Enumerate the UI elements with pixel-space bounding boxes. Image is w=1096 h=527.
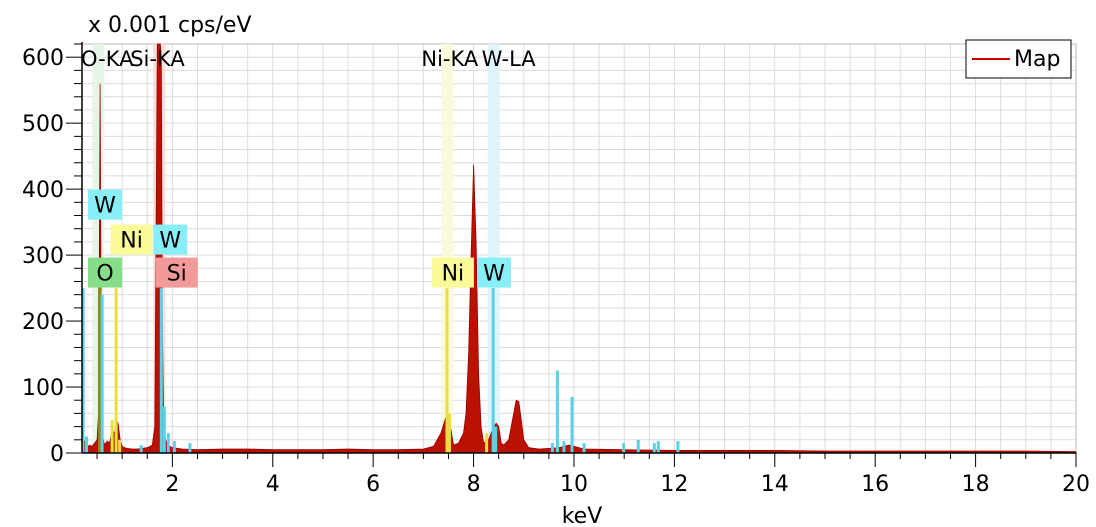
element-tag: O [88, 257, 122, 288]
element-line-bar [188, 443, 192, 453]
element-line-bar [622, 443, 626, 453]
element-tag-text: W [159, 229, 181, 254]
element-tag: W [88, 189, 122, 220]
element-tag-text: W [483, 262, 505, 287]
x-tick-label: 10 [560, 472, 588, 497]
element-line-bar [166, 433, 170, 453]
x-tick-label: 20 [1062, 472, 1090, 497]
element-line-bar [81, 288, 85, 453]
element-line-bar [447, 413, 451, 453]
y-tick-label: 500 [22, 112, 64, 137]
peak-label: Si-KA [130, 47, 185, 71]
y-tick-label: 100 [22, 376, 64, 401]
element-tag: Si [155, 257, 198, 288]
element-tag-text: Ni [120, 229, 143, 254]
element-line-bar [100, 294, 104, 453]
element-line-bar [582, 443, 586, 453]
element-tag-text: O [96, 262, 113, 287]
element-tag: W [153, 224, 188, 255]
element-tag: Ni [110, 224, 153, 255]
element-tag-bg [88, 257, 122, 288]
x-tick-label: 4 [266, 472, 280, 497]
element-line-bar [139, 445, 143, 453]
element-line-bar [676, 441, 680, 453]
element-tag-text: W [94, 194, 116, 219]
element-tag-text: Si [167, 262, 187, 287]
y-tick-label: 300 [22, 244, 64, 269]
element-tag-bg [477, 257, 512, 288]
y-axis-unit-label: x 0.001 cps/eV [88, 13, 252, 38]
axes: 0 100 200 300 400 500 600 2 4 6 8 10 12 14 16 18 20 [22, 42, 1090, 497]
element-line-bar [485, 433, 489, 453]
y-tick-label: 0 [50, 442, 64, 467]
element-line-bar [494, 426, 498, 453]
element-tag: W [477, 257, 512, 288]
spectrum-area-series [81, 43, 1077, 454]
y-tick-label: 400 [22, 178, 64, 203]
element-tag-bg [155, 257, 198, 288]
x-tick-label: 14 [761, 472, 789, 497]
element-tag-bg [110, 224, 153, 255]
element-tag-bg [431, 257, 474, 288]
x-tick-label: 2 [165, 472, 179, 497]
element-line-bar [172, 441, 176, 453]
element-line-bar [562, 441, 566, 453]
element-tags: WNi WO Si Ni W [88, 189, 512, 288]
element-line-bar [85, 436, 89, 453]
x-tick-label: 6 [366, 472, 380, 497]
element-line-bars [81, 284, 680, 453]
element-line-bar [110, 420, 114, 453]
element-line-bar [162, 406, 166, 453]
x-tick-label: 12 [660, 472, 688, 497]
y-tick-label: 200 [22, 310, 64, 335]
element-line-bar [555, 370, 559, 453]
peak-label: O-KA [81, 47, 134, 71]
spectrum-areas [81, 43, 1077, 454]
y-tick-label: 600 [22, 46, 64, 71]
marker-band [487, 44, 500, 453]
element-line-bar [491, 288, 495, 453]
plot-frame [81, 43, 1077, 454]
element-line-bar [98, 284, 102, 453]
element-line-bar [636, 439, 640, 453]
element-line-bar [118, 439, 122, 453]
x-tick-label: 8 [467, 472, 481, 497]
element-tag-bg [88, 189, 122, 220]
element-line-bar [445, 288, 449, 453]
element-tag-bg [153, 224, 188, 255]
element-line-bar [114, 288, 118, 453]
element-tag: Ni [431, 257, 474, 288]
element-line-bar [652, 443, 656, 453]
element-line-bar [550, 443, 554, 453]
legend-label: Map [1014, 47, 1060, 72]
element-line-bar [159, 288, 163, 453]
marker-band [441, 44, 454, 453]
peak-label: Ni-KA [421, 47, 479, 71]
grid-lines [81, 43, 1077, 454]
x-axis-title: keV [562, 504, 603, 527]
legend: Map [965, 39, 1072, 79]
x-tick-label: 18 [962, 472, 990, 497]
peak-label: W-LA [482, 47, 537, 71]
element-line-bar [656, 441, 660, 453]
element-tag-text: Ni [442, 262, 465, 287]
element-line-bar [570, 396, 574, 453]
x-tick-label: 16 [861, 472, 889, 497]
